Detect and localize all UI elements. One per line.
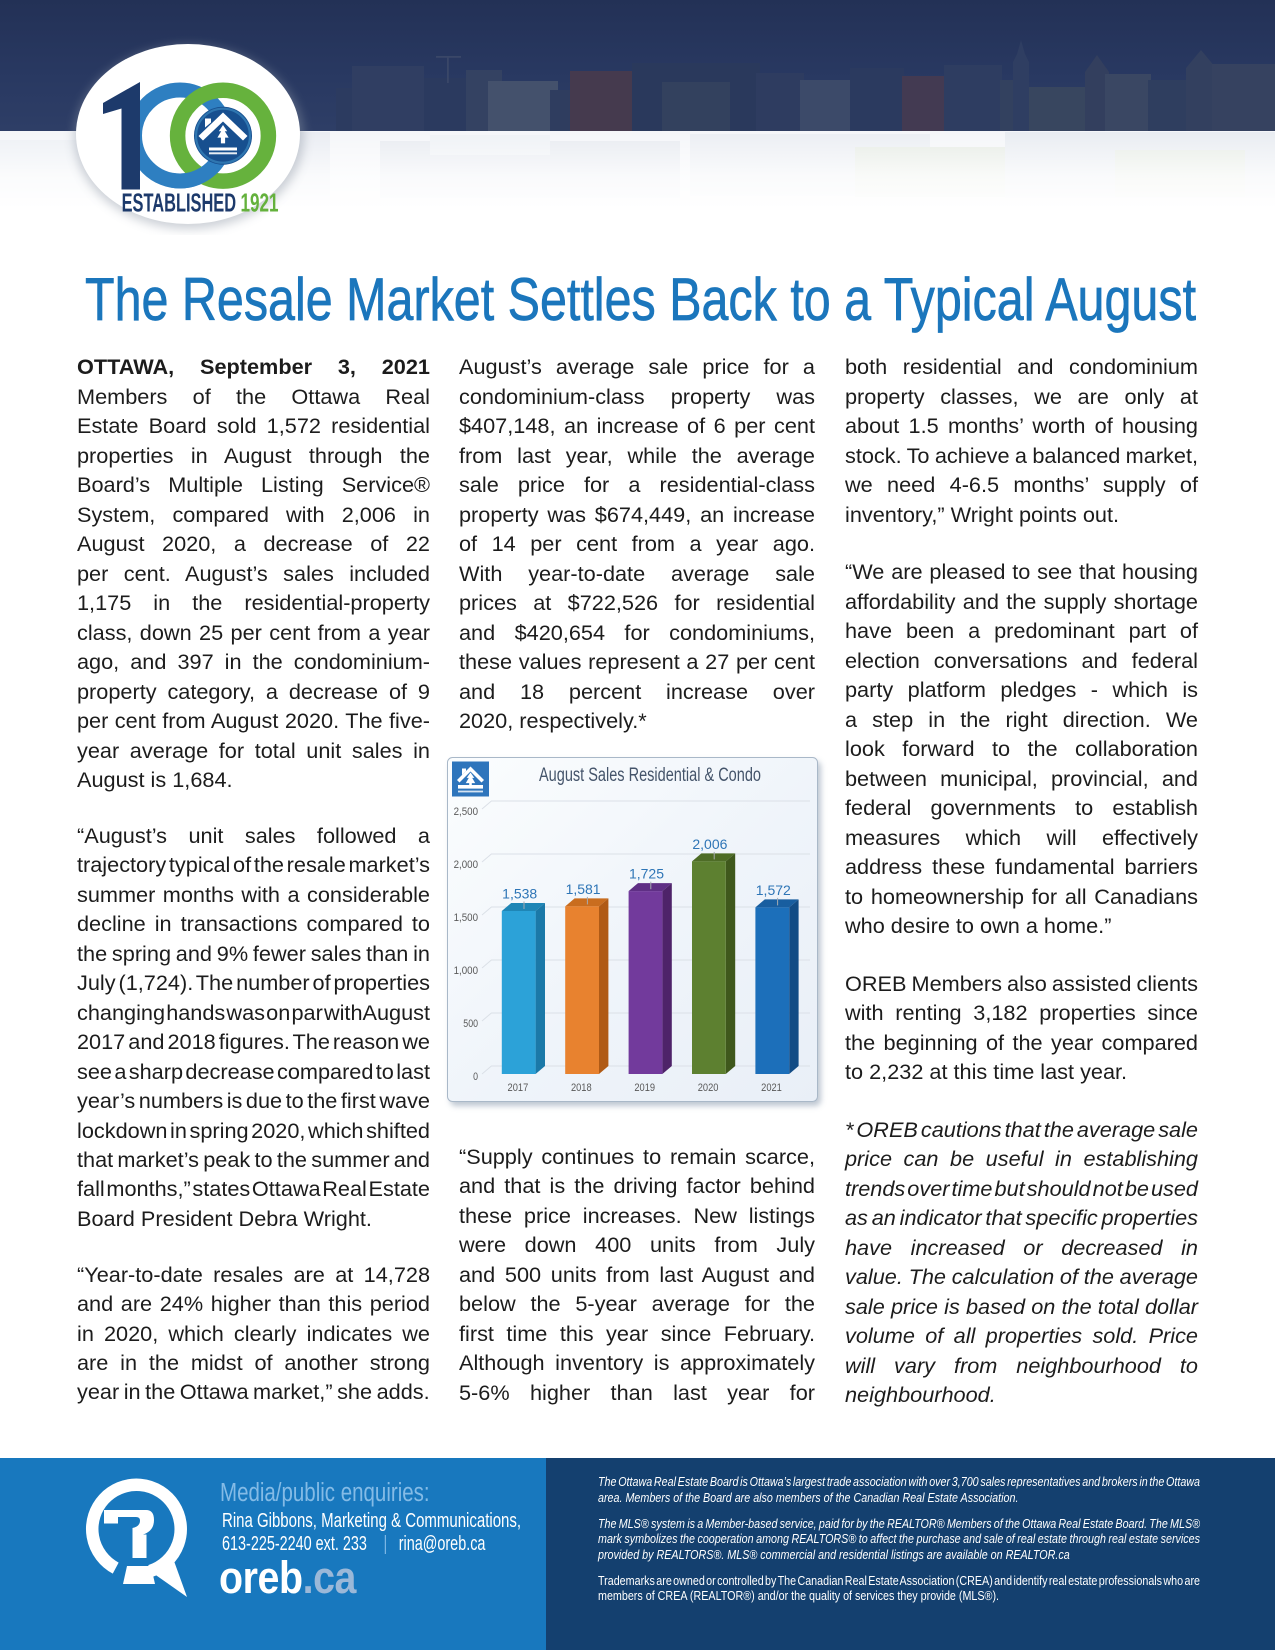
svg-text:500: 500 bbox=[463, 1018, 478, 1030]
svg-text:1,725: 1,725 bbox=[629, 866, 664, 882]
svg-text:1921: 1921 bbox=[241, 190, 279, 218]
svg-text:1,000: 1,000 bbox=[454, 965, 478, 977]
svg-text:2,006: 2,006 bbox=[692, 836, 727, 852]
svg-text:2018: 2018 bbox=[571, 1082, 592, 1094]
svg-text:1,581: 1,581 bbox=[566, 881, 601, 897]
svg-text:ESTABLISHED: ESTABLISHED bbox=[122, 190, 237, 218]
svg-text:0: 0 bbox=[473, 1071, 478, 1083]
svg-text:2,500: 2,500 bbox=[454, 806, 478, 818]
svg-text:1,538: 1,538 bbox=[502, 885, 537, 901]
svg-text:2017: 2017 bbox=[508, 1082, 529, 1094]
svg-text:August Sales Residential & Con: August Sales Residential & Condo bbox=[539, 765, 761, 786]
svg-text:2021: 2021 bbox=[761, 1082, 782, 1094]
svg-text:1,572: 1,572 bbox=[756, 882, 791, 898]
svg-text:2,000: 2,000 bbox=[454, 859, 478, 871]
svg-text:2020: 2020 bbox=[698, 1082, 719, 1094]
svg-text:1,500: 1,500 bbox=[454, 912, 478, 924]
svg-text:2019: 2019 bbox=[634, 1082, 655, 1094]
